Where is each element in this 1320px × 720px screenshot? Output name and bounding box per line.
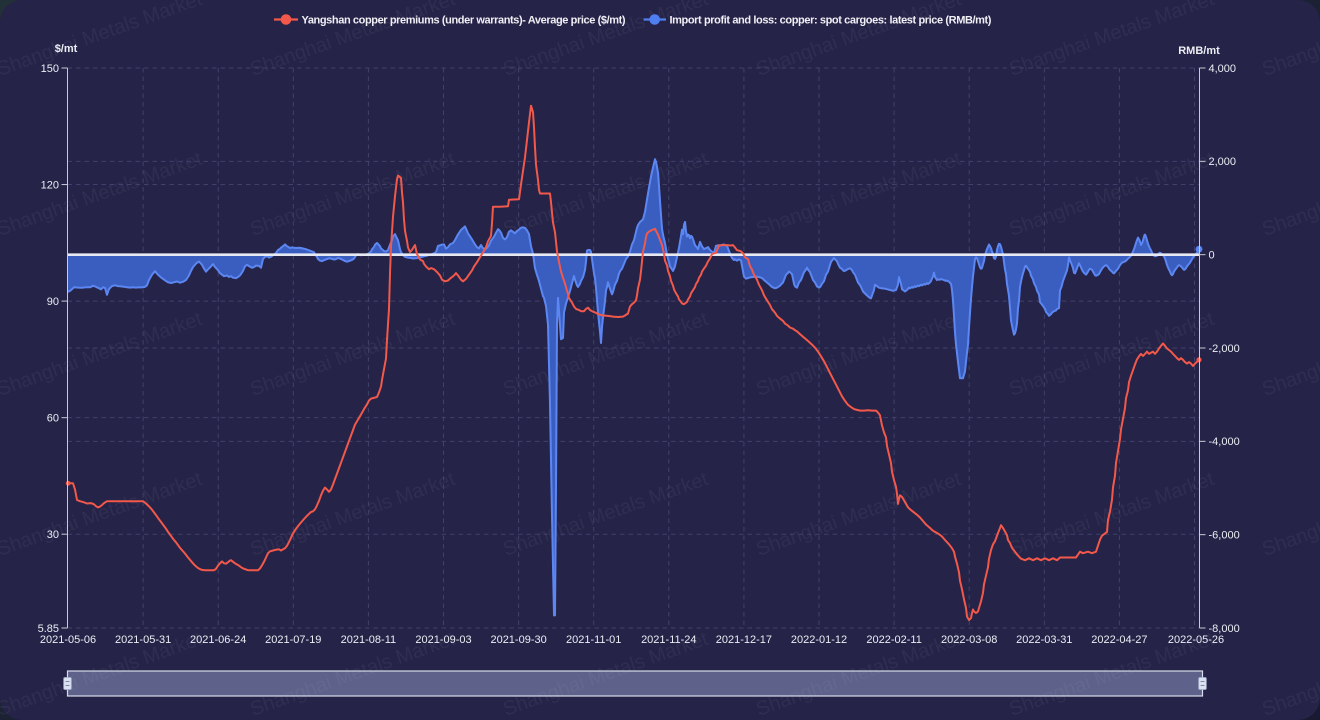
svg-text:Shanghai Metals Market: Shanghai Metals Market xyxy=(1006,0,1217,81)
svg-text:2021-05-06: 2021-05-06 xyxy=(40,634,96,646)
svg-text:2021-08-11: 2021-08-11 xyxy=(341,634,396,646)
svg-text:2021-09-30: 2021-09-30 xyxy=(490,634,546,646)
svg-text:Shanghai Metals Market: Shanghai Metals Market xyxy=(500,308,711,401)
svg-text:0: 0 xyxy=(1209,250,1215,262)
svg-text:2022-03-31: 2022-03-31 xyxy=(1016,634,1072,646)
svg-text:5.85: 5.85 xyxy=(38,623,59,635)
svg-text:Shanghai Metals Market: Shanghai Metals Market xyxy=(1259,628,1320,720)
svg-text:Shanghai Metals Market: Shanghai Metals Market xyxy=(753,308,964,401)
svg-text:Shanghai Metals Market: Shanghai Metals Market xyxy=(247,468,458,561)
svg-text:Shanghai Metals Market: Shanghai Metals Market xyxy=(1259,308,1320,401)
svg-text:Shanghai Metals Market: Shanghai Metals Market xyxy=(753,0,964,81)
svg-text:$/mt: $/mt xyxy=(55,43,78,55)
svg-text:2021-11-01: 2021-11-01 xyxy=(566,634,621,646)
svg-text:RMB/mt: RMB/mt xyxy=(1178,45,1220,57)
svg-text:Shanghai Metals Market: Shanghai Metals Market xyxy=(0,468,205,561)
svg-text:Shanghai Metals Market: Shanghai Metals Market xyxy=(500,468,711,561)
svg-text:2022-04-27: 2022-04-27 xyxy=(1091,634,1147,646)
svg-text:Shanghai Metals Market: Shanghai Metals Market xyxy=(247,308,458,401)
svg-text:2022-05-26: 2022-05-26 xyxy=(1168,634,1224,646)
svg-text:150: 150 xyxy=(41,63,59,75)
svg-text:Shanghai Metals Market: Shanghai Metals Market xyxy=(247,0,458,81)
svg-text:Shanghai Metals Market: Shanghai Metals Market xyxy=(0,0,205,81)
svg-text:90: 90 xyxy=(47,296,59,308)
svg-text:2021-12-17: 2021-12-17 xyxy=(716,634,772,646)
svg-text:-6,000: -6,000 xyxy=(1209,530,1240,542)
svg-text:4,000: 4,000 xyxy=(1209,63,1237,75)
svg-text:Shanghai Metals Market: Shanghai Metals Market xyxy=(500,0,711,81)
svg-text:2021-05-31: 2021-05-31 xyxy=(115,634,171,646)
svg-text:Shanghai Metals Market: Shanghai Metals Market xyxy=(753,468,964,561)
svg-text:2021-11-24: 2021-11-24 xyxy=(641,634,696,646)
svg-text:Shanghai Metals Market: Shanghai Metals Market xyxy=(1006,308,1217,401)
svg-text:Yangshan copper premiums (unde: Yangshan copper premiums (under warrants… xyxy=(302,15,626,27)
svg-text:-4,000: -4,000 xyxy=(1209,436,1240,448)
svg-text:-2,000: -2,000 xyxy=(1209,343,1240,355)
svg-text:120: 120 xyxy=(41,179,59,191)
svg-text:Shanghai Metals Market: Shanghai Metals Market xyxy=(1259,468,1320,561)
svg-text:2021-06-24: 2021-06-24 xyxy=(190,634,246,646)
svg-text:Shanghai Metals Market: Shanghai Metals Market xyxy=(1259,0,1320,81)
svg-text:Import profit and loss: copper: Import profit and loss: copper: spot car… xyxy=(670,15,992,27)
svg-text:2022-01-12: 2022-01-12 xyxy=(791,634,847,646)
svg-text:2,000: 2,000 xyxy=(1209,156,1237,168)
svg-text:2022-03-08: 2022-03-08 xyxy=(941,634,997,646)
svg-text:Shanghai Metals Market: Shanghai Metals Market xyxy=(1259,148,1320,241)
svg-text:Shanghai Metals Market: Shanghai Metals Market xyxy=(1006,468,1217,561)
svg-text:2021-09-03: 2021-09-03 xyxy=(415,634,471,646)
svg-text:2021-07-19: 2021-07-19 xyxy=(265,634,321,646)
svg-text:60: 60 xyxy=(47,413,59,425)
svg-text:Shanghai Metals Market: Shanghai Metals Market xyxy=(0,308,205,401)
svg-text:-8,000: -8,000 xyxy=(1209,623,1240,635)
svg-text:30: 30 xyxy=(47,529,59,541)
svg-text:2022-02-11: 2022-02-11 xyxy=(866,634,921,646)
